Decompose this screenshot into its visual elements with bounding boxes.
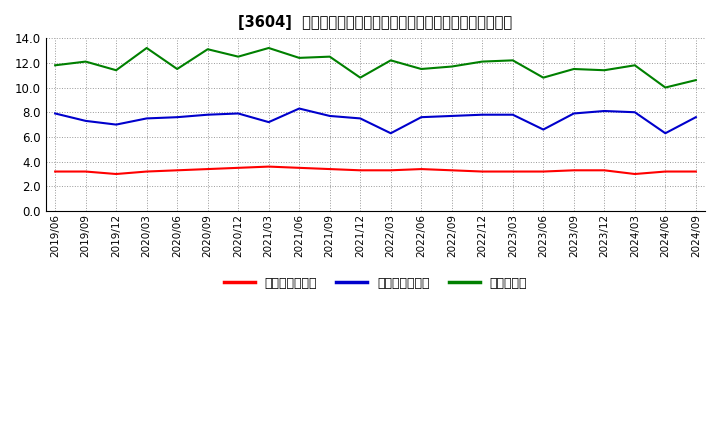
在庫回転率: [508, 58, 517, 63]
売上債権回転率: [173, 168, 181, 173]
Line: 在庫回転率: 在庫回転率: [55, 48, 696, 88]
売上債権回転率: [325, 166, 334, 172]
売上債権回転率: [203, 166, 212, 172]
Legend: 売上債権回転率, 買入債務回転率, 在庫回転率: 売上債権回転率, 買入債務回転率, 在庫回転率: [219, 272, 532, 295]
売上債権回転率: [264, 164, 273, 169]
買入債務回転率: [447, 114, 456, 119]
売上債権回転率: [295, 165, 304, 170]
在庫回転率: [143, 45, 151, 51]
在庫回転率: [295, 55, 304, 61]
売上債権回転率: [234, 165, 243, 170]
買入債務回転率: [264, 120, 273, 125]
在庫回転率: [478, 59, 487, 64]
売上債権回転率: [112, 171, 120, 176]
売上債権回転率: [539, 169, 548, 174]
在庫回転率: [81, 59, 90, 64]
買入債務回転率: [112, 122, 120, 127]
売上債権回転率: [508, 169, 517, 174]
Line: 買入債務回転率: 買入債務回転率: [55, 109, 696, 133]
売上債権回転率: [661, 169, 670, 174]
在庫回転率: [173, 66, 181, 72]
在庫回転率: [570, 66, 578, 72]
売上債権回転率: [570, 168, 578, 173]
売上債権回転率: [387, 168, 395, 173]
買入債務回転率: [81, 118, 90, 124]
買入債務回転率: [51, 111, 60, 116]
買入債務回転率: [173, 114, 181, 120]
在庫回転率: [661, 85, 670, 90]
買入債務回転率: [570, 111, 578, 116]
在庫回転率: [387, 58, 395, 63]
在庫回転率: [325, 54, 334, 59]
売上債権回転率: [631, 171, 639, 176]
売上債権回転率: [478, 169, 487, 174]
売上債権回転率: [447, 168, 456, 173]
買入債務回転率: [387, 131, 395, 136]
在庫回転率: [600, 68, 608, 73]
買入債務回転率: [508, 112, 517, 117]
買入債務回転率: [325, 114, 334, 119]
在庫回転率: [51, 62, 60, 68]
売上債権回転率: [51, 169, 60, 174]
在庫回転率: [539, 75, 548, 80]
在庫回転率: [234, 54, 243, 59]
在庫回転率: [691, 77, 700, 83]
買入債務回転率: [295, 106, 304, 111]
売上債権回転率: [81, 169, 90, 174]
在庫回転率: [112, 68, 120, 73]
買入債務回転率: [600, 108, 608, 114]
買入債務回転率: [478, 112, 487, 117]
在庫回転率: [264, 45, 273, 51]
買入債務回転率: [143, 116, 151, 121]
Title: [3604]  売上債権回転率、買入債務回転率、在庫回転率の推移: [3604] 売上債権回転率、買入債務回転率、在庫回転率の推移: [238, 15, 513, 30]
売上債権回転率: [143, 169, 151, 174]
在庫回転率: [417, 66, 426, 72]
Line: 売上債権回転率: 売上債権回転率: [55, 167, 696, 174]
買入債務回転率: [661, 131, 670, 136]
買入債務回転率: [356, 116, 364, 121]
在庫回転率: [203, 47, 212, 52]
買入債務回転率: [417, 114, 426, 120]
買入債務回転率: [631, 110, 639, 115]
買入債務回転率: [203, 112, 212, 117]
在庫回転率: [631, 62, 639, 68]
売上債権回転率: [417, 166, 426, 172]
買入債務回転率: [691, 114, 700, 120]
売上債権回転率: [600, 168, 608, 173]
在庫回転率: [447, 64, 456, 69]
売上債権回転率: [691, 169, 700, 174]
在庫回転率: [356, 75, 364, 80]
売上債権回転率: [356, 168, 364, 173]
買入債務回転率: [234, 111, 243, 116]
買入債務回転率: [539, 127, 548, 132]
